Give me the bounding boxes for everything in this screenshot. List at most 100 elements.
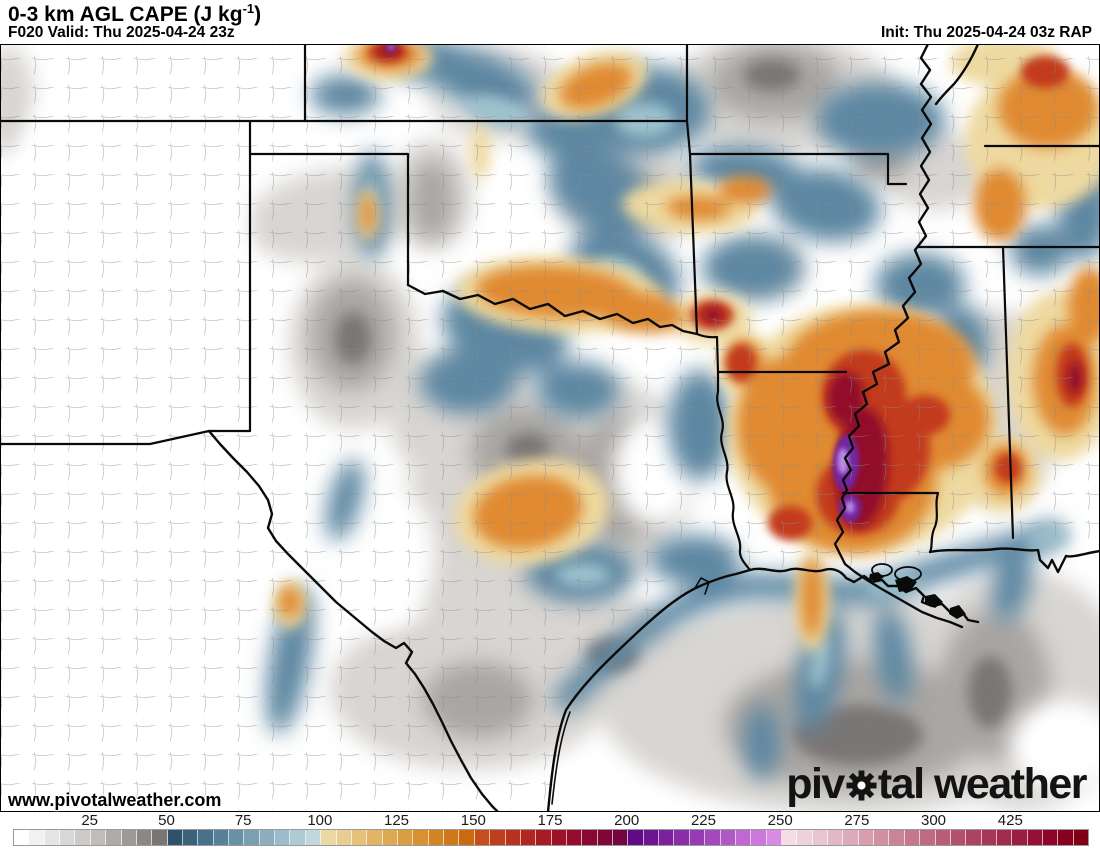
colorbar-cell	[874, 830, 890, 845]
colorbar-cell	[428, 830, 445, 845]
colorbar-cell	[797, 830, 813, 845]
colorbar-cell	[935, 830, 951, 845]
red-river	[406, 283, 699, 336]
colorbar-cell	[858, 830, 875, 845]
colorbar-cell	[628, 830, 644, 845]
cape-map-svg	[0, 35, 1100, 815]
colorbar-cell	[182, 830, 199, 845]
colorbar-cell	[613, 830, 629, 845]
colorbar-cell	[843, 830, 859, 845]
state-borders	[0, 42, 1100, 572]
colorbar-cell	[351, 830, 368, 845]
ohio-river	[934, 42, 980, 106]
colorbar-cell	[290, 830, 306, 845]
colorbar-cell	[90, 830, 107, 845]
colorbar-cell	[44, 830, 61, 845]
title-close: )	[254, 3, 262, 26]
colorbar-cell	[321, 830, 337, 845]
colorbar-cell	[152, 830, 168, 845]
valid-time-label: F020 Valid: Thu 2025-04-24 23z	[8, 24, 235, 41]
colorbar-tick-label: 425	[997, 812, 1023, 829]
colorbar-cell	[229, 830, 245, 845]
colorbar-tick-label: 125	[384, 812, 410, 829]
header: 0-3 km AGL CAPE (J kg-1) F020 Valid: Thu…	[0, 0, 1100, 44]
colorbar-cell	[659, 830, 675, 845]
mississippi-river	[833, 42, 964, 629]
colorbar-cell	[1073, 830, 1089, 845]
colorbar-cell	[367, 830, 383, 845]
colorbar-cell	[121, 830, 137, 845]
colorbar-cell	[259, 830, 276, 845]
colorbar-cell	[413, 830, 429, 845]
colorbar-cell	[597, 830, 614, 845]
colorbar-cell	[520, 830, 537, 845]
colorbar-legend: 25 50 75 100 125 150 175 200 225 250 275 300 425	[0, 812, 1100, 850]
colorbar-cell	[720, 830, 736, 845]
colorbar-tick-label: 300	[921, 812, 947, 829]
colorbar-cell	[828, 830, 844, 845]
colorbar-tick-label: 225	[690, 812, 716, 829]
colorbar-cell	[1027, 830, 1044, 845]
colorbar-cell	[643, 830, 660, 845]
colorbar-cell	[198, 830, 214, 845]
colorbar-tick-label: 100	[307, 812, 333, 829]
watermark-url: www.pivotalweather.com	[8, 790, 222, 810]
colorbar-cell	[60, 830, 76, 845]
colorbar-cell	[751, 830, 767, 845]
colorbar-cell	[689, 830, 706, 845]
colorbar-cell	[490, 830, 506, 845]
colorbar-cell	[275, 830, 291, 845]
colorbar-cell	[213, 830, 230, 845]
colorbar-cell	[981, 830, 997, 845]
colorbar-cell	[167, 830, 183, 845]
colorbar-cell	[1043, 830, 1059, 845]
colorbar-tick-label: 200	[614, 812, 640, 829]
colorbar-cell	[674, 830, 690, 845]
colorbar-cell	[474, 830, 491, 845]
coastal-lakes	[871, 563, 922, 582]
colorbar-tick-label: 150	[460, 812, 486, 829]
colorbar-cell	[459, 830, 475, 845]
colorbar-cell	[136, 830, 153, 845]
logo-text-piv: piv	[786, 760, 845, 808]
colorbar-cell	[336, 830, 352, 845]
logo-text-tal-weather: tal weather	[877, 760, 1088, 808]
rio-grande	[207, 429, 500, 814]
title-exponent: -1	[242, 1, 255, 16]
colorbar-cell	[566, 830, 583, 845]
colorbar-cell	[29, 830, 45, 845]
rivers	[207, 42, 980, 814]
colorbar-cell	[920, 830, 936, 845]
colorbar-cell	[397, 830, 414, 845]
colorbar-cell	[781, 830, 798, 845]
colorbar-cell	[244, 830, 260, 845]
colorbar-cell	[75, 830, 91, 845]
colorbar-tick-label: 275	[844, 812, 870, 829]
colorbar-cell	[14, 830, 30, 845]
colorbar-cell	[305, 830, 322, 845]
colorbar-cell	[536, 830, 552, 845]
pivotal-weather-logo: piv tal weather	[786, 760, 1088, 809]
colorbar-cell	[106, 830, 122, 845]
colorbar-cell	[735, 830, 752, 845]
colorbar-cell	[766, 830, 782, 845]
colorbar-tick-label: 250	[767, 812, 793, 829]
coastline	[546, 547, 1100, 814]
colorbar-cell	[889, 830, 905, 845]
colorbar	[13, 829, 1089, 846]
cape-map	[0, 35, 1100, 815]
init-time-label: Init: Thu 2025-04-24 03z RAP	[880, 24, 1092, 41]
colorbar-cell	[950, 830, 967, 845]
colorbar-tick-label: 75	[234, 812, 252, 829]
colorbar-cell	[1012, 830, 1028, 845]
colorbar-cell	[997, 830, 1013, 845]
colorbar-cell	[382, 830, 398, 845]
colorbar-cell	[444, 830, 460, 845]
colorbar-cell	[582, 830, 598, 845]
title-main: 0-3 km AGL CAPE (J kg	[8, 3, 243, 26]
colorbar-tick-label: 175	[537, 812, 563, 829]
colorbar-cell	[904, 830, 921, 845]
page-title: 0-3 km AGL CAPE (J kg-1)	[8, 1, 261, 27]
gear-icon	[846, 766, 877, 809]
colorbar-cell	[705, 830, 721, 845]
